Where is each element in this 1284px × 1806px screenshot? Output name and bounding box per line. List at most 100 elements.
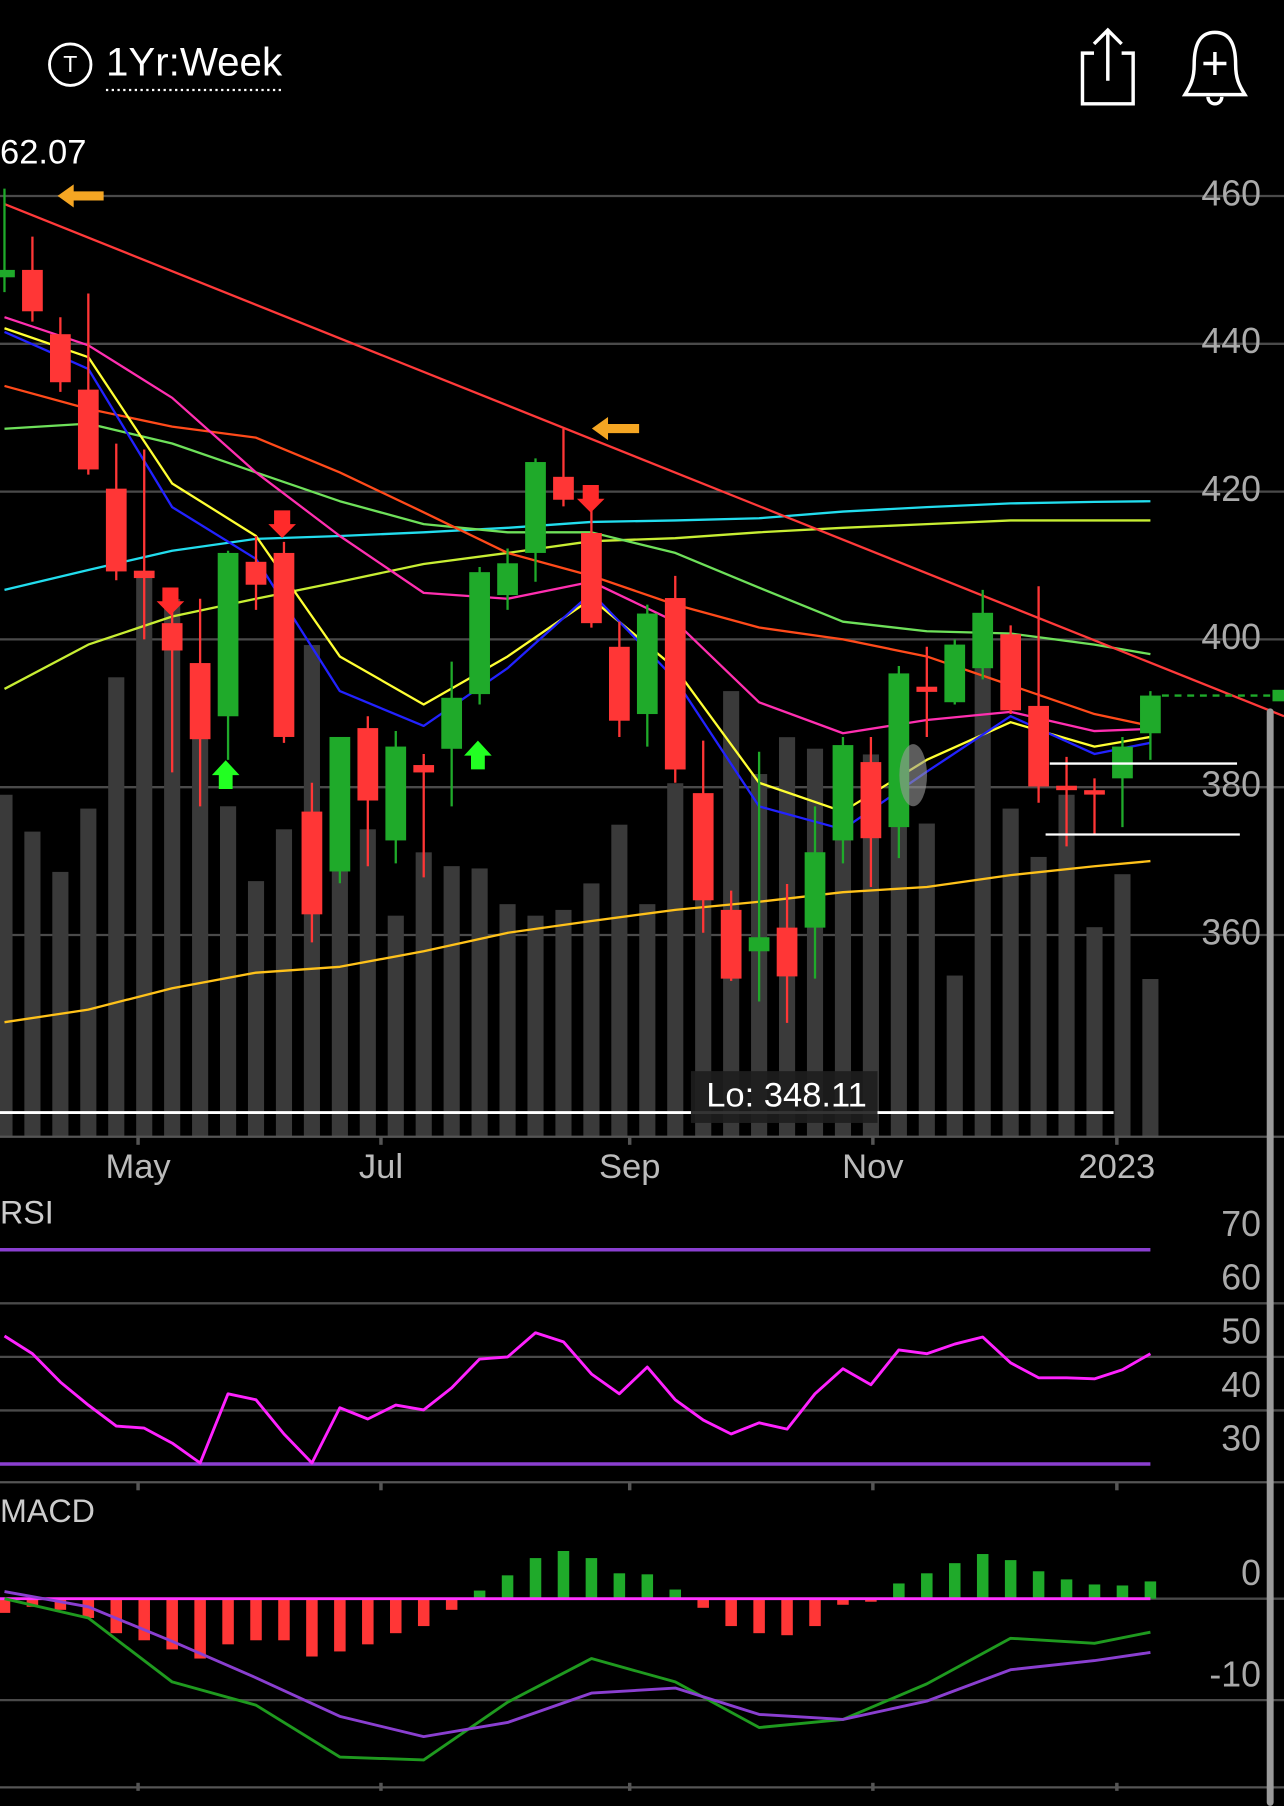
histogram-bar xyxy=(865,1598,877,1602)
histogram-bar xyxy=(1004,1560,1017,1599)
histogram-bar xyxy=(893,1583,905,1599)
histogram-bar xyxy=(557,1550,570,1599)
scrollbar[interactable] xyxy=(1266,708,1274,1806)
histogram-bar xyxy=(390,1598,402,1634)
signal-arrow xyxy=(57,184,104,208)
y-tick-label: 70 xyxy=(1221,1204,1261,1244)
x-tick-label: Nov xyxy=(842,1148,904,1186)
histogram-bar xyxy=(54,1598,67,1610)
candle-body xyxy=(944,644,966,703)
candle-body xyxy=(0,269,15,278)
trendline xyxy=(4,203,1284,718)
histogram-bar xyxy=(501,1575,514,1599)
histogram-bar xyxy=(781,1598,793,1636)
histogram-bar xyxy=(110,1598,123,1634)
histogram-bar xyxy=(222,1598,234,1645)
volume-bar xyxy=(667,783,684,1137)
histogram-bar xyxy=(948,1563,961,1599)
x-tick-label: Sep xyxy=(599,1148,660,1186)
volume-bar xyxy=(52,871,69,1137)
volume-bar xyxy=(918,823,935,1137)
y-tick-label: 400 xyxy=(1201,617,1261,657)
candle-body xyxy=(77,389,99,470)
volume-bar xyxy=(136,575,153,1137)
candle-body xyxy=(1056,785,1077,791)
ticker-icon-label: T xyxy=(63,51,77,77)
histogram-bar xyxy=(334,1598,346,1652)
rsi-title: RSI xyxy=(0,1195,54,1231)
candle-body xyxy=(916,686,938,692)
histogram-bar xyxy=(725,1598,737,1627)
volume-bar xyxy=(1002,808,1019,1137)
volume-bar xyxy=(1058,794,1075,1137)
y-tick-label: 0 xyxy=(1241,1553,1261,1593)
histogram-bar xyxy=(138,1598,150,1641)
volume-bar xyxy=(192,691,209,1137)
volume-bar xyxy=(24,831,41,1137)
histogram-bar xyxy=(921,1573,933,1599)
candle-body xyxy=(441,697,463,749)
sell-arrow xyxy=(576,484,605,513)
volume-bar xyxy=(247,881,265,1137)
candle-body xyxy=(22,269,43,312)
candle-body xyxy=(1084,790,1105,795)
candle-body xyxy=(804,852,826,928)
candle-body xyxy=(497,563,518,596)
buy-arrow xyxy=(464,740,492,770)
histogram-bar xyxy=(641,1574,654,1599)
volume-bar xyxy=(583,883,600,1137)
histogram-bar xyxy=(837,1598,849,1605)
candle-body xyxy=(832,745,854,841)
timeframe[interactable]: 1Yr:Week xyxy=(106,39,283,84)
x-tick-label: 2023 xyxy=(1078,1148,1155,1186)
ticker-icon[interactable] xyxy=(48,42,93,87)
volume-bar xyxy=(164,598,181,1137)
candle-body xyxy=(664,598,686,770)
candle-body xyxy=(413,765,435,773)
candle-body xyxy=(972,612,994,669)
candle-body xyxy=(692,793,714,901)
volume-bar xyxy=(862,754,879,1137)
histogram-bar xyxy=(194,1598,206,1659)
candle-body xyxy=(608,646,630,721)
volume-bar xyxy=(527,915,544,1137)
y-tick-label: 30 xyxy=(1221,1418,1261,1458)
volume-bar xyxy=(499,904,516,1137)
volume-bar xyxy=(108,677,125,1137)
histogram-bar xyxy=(1116,1585,1129,1599)
signal-arrow xyxy=(591,417,640,441)
histogram-bar xyxy=(669,1589,682,1599)
histogram-bar xyxy=(417,1598,430,1627)
histogram-bar xyxy=(473,1590,486,1599)
candle-body xyxy=(636,613,658,715)
volume-bar xyxy=(639,904,656,1137)
histogram-bar xyxy=(1144,1581,1157,1599)
macd-title: MACD xyxy=(0,1493,95,1529)
candle-body xyxy=(50,334,71,383)
volume-bar xyxy=(443,866,460,1137)
volume-bar xyxy=(834,794,852,1137)
y-tick-label: 420 xyxy=(1201,469,1261,509)
y-tick-label: 60 xyxy=(1221,1258,1261,1298)
y-tick-label: 460 xyxy=(1201,173,1261,213)
volume-bar xyxy=(974,668,991,1137)
volume-bar xyxy=(0,794,13,1137)
x-tick-label: May xyxy=(105,1148,171,1186)
hi-label: 62.07 xyxy=(0,134,86,172)
volume-bar xyxy=(220,806,237,1137)
volume-bar xyxy=(471,868,488,1137)
volume-bar xyxy=(1086,927,1103,1137)
candle-body xyxy=(273,552,295,737)
sell-arrow xyxy=(268,510,296,538)
candle-body xyxy=(1000,634,1022,711)
candle-body xyxy=(217,552,239,717)
candle-body xyxy=(525,462,546,553)
histogram-bar xyxy=(362,1598,374,1645)
histogram-bar xyxy=(1088,1584,1101,1599)
alert-icon[interactable] xyxy=(1181,30,1248,106)
candle-body xyxy=(301,811,323,915)
share-icon[interactable] xyxy=(1080,27,1135,106)
volume-bar xyxy=(275,829,293,1137)
